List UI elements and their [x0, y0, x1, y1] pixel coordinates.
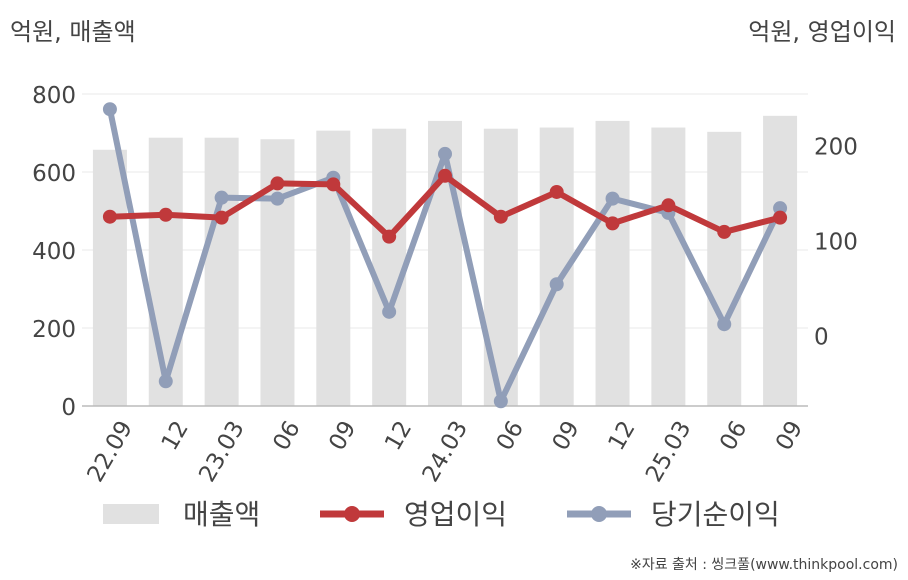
net-income-point: [493, 394, 508, 409]
x-axis-tick-label: 09: [324, 417, 361, 455]
net-income-point: [438, 146, 452, 161]
legend-label: 매출액: [183, 498, 260, 531]
revenue-bar: [763, 115, 798, 406]
x-axis-tick-label: 24.03: [418, 417, 473, 487]
x-axis-tick-label: 25.03: [641, 417, 696, 487]
x-axis-tick-label: 09: [548, 417, 585, 455]
left-axis-tick-label: 200: [32, 317, 76, 343]
revenue-bar: [651, 127, 686, 406]
operating-profit-point: [270, 176, 285, 191]
net-income-point: [605, 191, 620, 206]
revenue-bar: [428, 120, 462, 406]
revenue-bar: [92, 149, 127, 406]
legend-swatch-net-income-marker: [591, 506, 607, 522]
operating-profit-point: [549, 184, 564, 199]
x-axis-tick-label: 22.09: [83, 417, 138, 487]
left-axis-tick-label: 0: [61, 395, 76, 421]
x-axis-tick-label: 12: [604, 417, 641, 455]
source-note: ※자료 출처 : 씽크풀(www.thinkpool.com): [630, 557, 898, 573]
net-income-point: [270, 191, 285, 206]
net-income-point: [382, 304, 397, 319]
x-axis-tick-label: 23.03: [194, 417, 249, 487]
right-axis-unit-label: 억원, 영업이익: [748, 18, 896, 46]
revenue-bar: [372, 128, 407, 406]
left-axis-unit-label: 억원, 매출액: [10, 18, 136, 46]
net-income-point: [102, 102, 117, 117]
left-axis-tick-label: 600: [32, 161, 76, 187]
legend-swatch-operating-profit-marker: [344, 506, 360, 522]
operating-profit-point: [773, 210, 788, 225]
left-axis-tick-label: 800: [32, 83, 76, 109]
operating-profit-point: [605, 216, 620, 231]
operating-profit-point: [493, 209, 508, 224]
operating-profit-point: [661, 198, 676, 213]
legend-label: 당기순이익: [651, 498, 780, 531]
revenue-bar: [595, 120, 630, 406]
x-axis-tick-label: 06: [268, 417, 305, 455]
operating-profit-point: [382, 229, 397, 244]
operating-profit-point: [717, 224, 732, 239]
revenue-bar: [707, 131, 742, 406]
x-axis-tick-label: 12: [380, 417, 417, 455]
net-income-point: [549, 277, 564, 292]
operating-profit-point: [158, 207, 173, 222]
right-axis-tick-label: 200: [814, 134, 858, 160]
net-income-point: [214, 190, 229, 205]
net-income-point: [158, 374, 173, 389]
legend-swatch-revenue: [103, 504, 159, 524]
x-axis-tick-label: 06: [492, 417, 529, 455]
legend-label: 영업이익: [404, 498, 507, 531]
operating-profit-point: [214, 210, 229, 225]
operating-profit-point: [102, 209, 117, 224]
right-axis-tick-label: 100: [814, 229, 858, 255]
operating-profit-point: [326, 177, 341, 192]
revenue-bar: [148, 137, 183, 406]
x-axis-tick-label: 06: [715, 417, 752, 455]
x-axis-tick-label: 12: [157, 417, 194, 455]
operating-profit-point: [438, 168, 452, 183]
revenue-bar: [204, 137, 239, 406]
net-income-point: [717, 317, 732, 332]
revenue-bar: [483, 128, 518, 406]
right-axis-tick-label: 0: [814, 325, 829, 351]
left-axis-tick-label: 400: [32, 239, 76, 265]
x-axis-tick-label: 09: [771, 417, 808, 455]
